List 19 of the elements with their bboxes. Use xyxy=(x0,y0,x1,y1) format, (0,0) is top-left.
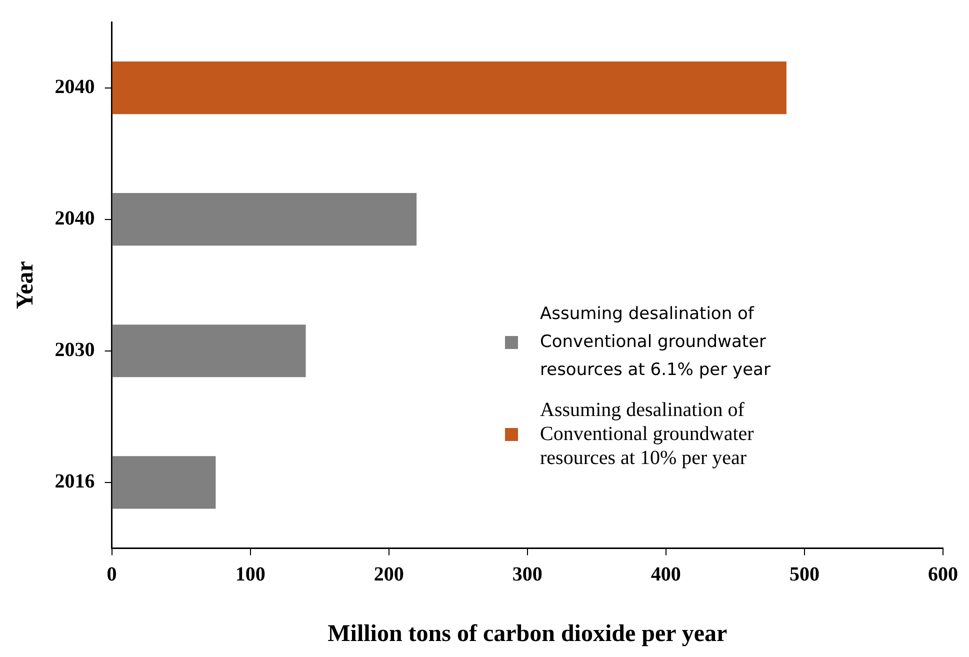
bar xyxy=(112,193,417,246)
x-tick-label: 600 xyxy=(928,563,958,586)
bar xyxy=(112,61,786,114)
legend-label: Assuming desalination of Conventional groundwater resources at 10% per year xyxy=(540,398,755,470)
y-tick-label: 2030 xyxy=(54,339,95,362)
y-axis-title: Year xyxy=(12,260,39,310)
legend-label: Assuming desalination of Conventional groundwater resources at 6.1% per year xyxy=(540,303,772,382)
y-tick-label: 2040 xyxy=(54,76,95,98)
y-tick-label: 2016 xyxy=(54,470,95,493)
x-tick-label: 400 xyxy=(650,563,681,586)
x-tick-label: 300 xyxy=(512,563,542,586)
x-tick-label: 0 xyxy=(106,563,117,586)
x-tick-label: 500 xyxy=(789,563,820,586)
x-axis-title: Million tons of carbon dioxide per year xyxy=(328,620,728,647)
x-tick-label: 200 xyxy=(374,563,404,586)
x-tick-label: 100 xyxy=(235,563,266,586)
y-tick-label: 2040 xyxy=(54,207,95,230)
bar xyxy=(112,324,306,378)
bar xyxy=(112,456,216,509)
